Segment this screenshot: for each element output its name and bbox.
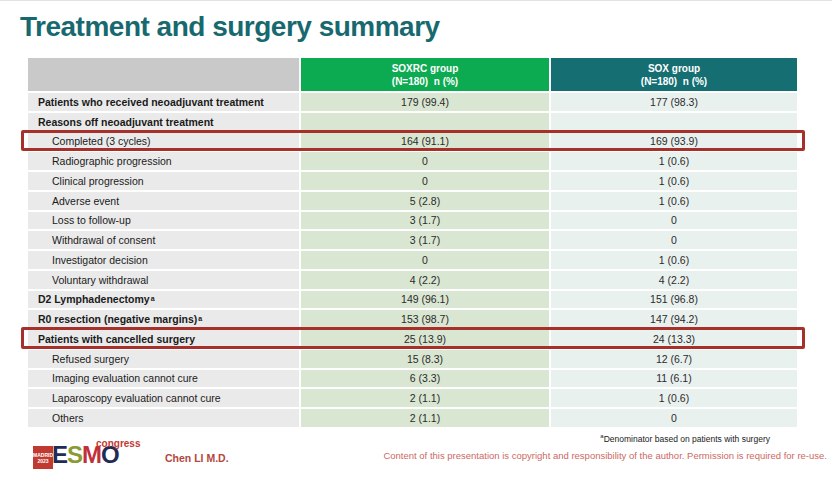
- soxrc-value: 6 (3.3): [301, 370, 549, 388]
- copyright-notice: Content of this presentation is copyrigh…: [383, 450, 827, 461]
- row-label: R0 resection (negative margins)a: [28, 310, 299, 328]
- soxrc-value: 0: [301, 152, 549, 170]
- row-label: Clinical progression: [28, 172, 299, 190]
- sox-value: 177 (98.3): [551, 93, 797, 111]
- sox-value: 147 (94.2): [551, 310, 797, 328]
- row-label: Loss to follow-up: [28, 212, 299, 230]
- table-row: Clinical progression01 (0.6): [28, 172, 797, 190]
- esmo-congress-logo: MADRID 2023 ESMO congress: [33, 438, 143, 474]
- soxrc-value: 0: [301, 251, 549, 269]
- row-label: Completed (3 cycles): [28, 133, 299, 151]
- soxrc-value: 164 (91.1): [301, 133, 549, 151]
- presentation-slide: Treatment and surgery summary SOXRC grou…: [0, 0, 832, 478]
- row-label: Others: [28, 409, 299, 427]
- soxrc-value: 2 (1.1): [301, 409, 549, 427]
- sox-value: 1 (0.6): [551, 192, 797, 210]
- header-soxrc-sublabel: (N=180) n (%): [392, 75, 458, 88]
- row-label: Patients who received neoadjuvant treatm…: [28, 93, 299, 111]
- soxrc-value: 153 (98.7): [301, 310, 549, 328]
- sox-value: 11 (6.1): [551, 370, 797, 388]
- header-soxrc-label: SOXRC group: [392, 62, 459, 75]
- table-row: Completed (3 cycles)164 (91.1)169 (93.9): [28, 133, 797, 151]
- table-row: D2 Lymphadenectomya149 (96.1)151 (96.8): [28, 291, 797, 309]
- row-label: Withdrawal of consent: [28, 231, 299, 249]
- header-cell-empty: [28, 58, 299, 91]
- soxrc-value: 25 (13.9): [301, 330, 549, 348]
- table-row: Withdrawal of consent3 (1.7)0: [28, 231, 797, 249]
- table-footnote: aDenominator based on patients with surg…: [600, 433, 770, 444]
- table-row: Patients who received neoadjuvant treatm…: [28, 93, 797, 111]
- sox-value: [551, 113, 797, 131]
- table-row: Others2 (1.1)0: [28, 409, 797, 427]
- badge-year: 2023: [37, 458, 48, 464]
- sox-value: 169 (93.9): [551, 133, 797, 151]
- soxrc-value: 149 (96.1): [301, 291, 549, 309]
- header-cell-soxrc-group: SOXRC group (N=180) n (%): [301, 58, 549, 91]
- table-row: Imaging evaluation cannot cure6 (3.3)11 …: [28, 370, 797, 388]
- table-row: Patients with cancelled surgery25 (13.9)…: [28, 330, 797, 348]
- row-label: D2 Lymphadenectomya: [28, 291, 299, 309]
- table-row: Voluntary withdrawal4 (2.2)4 (2.2): [28, 271, 797, 289]
- sox-value: 0: [551, 212, 797, 230]
- table-row: Reasons off neoadjuvant treatment: [28, 113, 797, 131]
- header-sox-sublabel: (N=180) n (%): [641, 75, 707, 88]
- summary-table: SOXRC group (N=180) n (%) SOX group (N=1…: [28, 58, 797, 429]
- table-body: Patients who received neoadjuvant treatm…: [28, 93, 797, 427]
- table-row: R0 resection (negative margins)a153 (98.…: [28, 310, 797, 328]
- soxrc-value: 4 (2.2): [301, 271, 549, 289]
- row-label: Imaging evaluation cannot cure: [28, 370, 299, 388]
- footnote-text: Denominator based on patients with surge…: [604, 434, 770, 444]
- table-row: Loss to follow-up3 (1.7)0: [28, 212, 797, 230]
- row-label: Adverse event: [28, 192, 299, 210]
- soxrc-value: 0: [301, 172, 549, 190]
- soxrc-value: 5 (2.8): [301, 192, 549, 210]
- table-row: Refused surgery15 (8.3)12 (6.7): [28, 350, 797, 368]
- row-label: Patients with cancelled surgery: [28, 330, 299, 348]
- madrid-2023-badge: MADRID 2023: [33, 446, 53, 469]
- table-row: Adverse event5 (2.8)1 (0.6): [28, 192, 797, 210]
- soxrc-value: 179 (99.4): [301, 93, 549, 111]
- row-label: Laparoscopy evaluation cannot cure: [28, 389, 299, 407]
- soxrc-value: 15 (8.3): [301, 350, 549, 368]
- sox-value: 0: [551, 409, 797, 427]
- sox-value: 1 (0.6): [551, 152, 797, 170]
- soxrc-value: 3 (1.7): [301, 231, 549, 249]
- page-title: Treatment and surgery summary: [20, 11, 440, 43]
- sox-value: 24 (13.3): [551, 330, 797, 348]
- table-row: Radiographic progression01 (0.6): [28, 152, 797, 170]
- row-label: Refused surgery: [28, 350, 299, 368]
- soxrc-value: [301, 113, 549, 131]
- table-header-row: SOXRC group (N=180) n (%) SOX group (N=1…: [28, 58, 797, 91]
- header-cell-sox-group: SOX group (N=180) n (%): [551, 58, 797, 91]
- sox-value: 1 (0.6): [551, 389, 797, 407]
- sox-value: 4 (2.2): [551, 271, 797, 289]
- sox-value: 1 (0.6): [551, 251, 797, 269]
- sox-value: 0: [551, 231, 797, 249]
- table-row: Laparoscopy evaluation cannot cure2 (1.1…: [28, 389, 797, 407]
- sox-value: 1 (0.6): [551, 172, 797, 190]
- sox-value: 151 (96.8): [551, 291, 797, 309]
- presenter-name: Chen LI M.D.: [165, 452, 229, 464]
- congress-label: congress: [96, 438, 140, 449]
- header-sox-label: SOX group: [648, 62, 700, 75]
- soxrc-value: 2 (1.1): [301, 389, 549, 407]
- soxrc-value: 3 (1.7): [301, 212, 549, 230]
- table-row: Investigator decision01 (0.6): [28, 251, 797, 269]
- row-label: Reasons off neoadjuvant treatment: [28, 113, 299, 131]
- row-label: Investigator decision: [28, 251, 299, 269]
- row-label: Radiographic progression: [28, 152, 299, 170]
- row-label: Voluntary withdrawal: [28, 271, 299, 289]
- sox-value: 12 (6.7): [551, 350, 797, 368]
